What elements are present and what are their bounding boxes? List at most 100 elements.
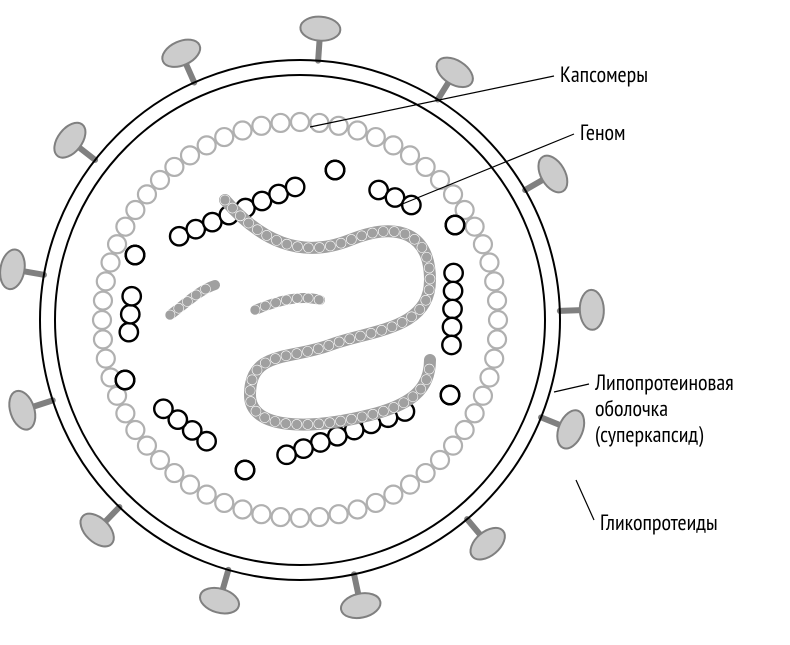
capsomer-bead xyxy=(474,387,492,405)
leader-line xyxy=(576,480,594,520)
capsid-bead xyxy=(126,246,144,264)
genome-bead xyxy=(346,234,356,244)
genome-bead xyxy=(270,354,280,364)
capsomer-bead xyxy=(485,272,503,290)
genome-bead xyxy=(227,203,237,213)
capsomer-bead xyxy=(417,158,435,176)
capsid-bead xyxy=(441,386,459,404)
capsomer-bead xyxy=(94,292,112,310)
capsomer-bead xyxy=(431,451,449,469)
label-envelope-line: Липопротеиновая xyxy=(594,369,734,397)
capsomer-bead xyxy=(367,494,385,512)
genome-bead xyxy=(415,304,425,314)
label-envelope-line: (суперкапсид) xyxy=(595,421,704,449)
capsomer-bead xyxy=(215,494,233,512)
genome-bead xyxy=(272,235,282,245)
glycoprotein-head xyxy=(197,584,242,618)
genome-bead xyxy=(368,409,378,419)
capsomer-bead xyxy=(93,311,111,329)
genome-bead xyxy=(303,419,313,429)
genome-bead xyxy=(410,234,420,244)
genome-bead xyxy=(325,418,335,428)
capsomer-bead xyxy=(97,272,115,290)
label-envelope: Липопротеиноваяоболочка(суперкапсид) xyxy=(594,369,734,449)
capsomer-bead xyxy=(401,146,419,164)
capsomer-bead xyxy=(401,476,419,494)
capsomer-bead xyxy=(116,404,134,422)
genome-bead xyxy=(400,229,410,239)
capsomer-bead xyxy=(466,404,484,422)
genome-bead xyxy=(417,242,427,252)
genome-bead xyxy=(245,386,255,396)
capsomer-bead xyxy=(198,136,216,154)
capsid-bead xyxy=(122,287,140,305)
glycoprotein-head xyxy=(158,34,204,72)
capsid-bead xyxy=(286,178,304,196)
genome-bead xyxy=(366,328,376,338)
capsomer-bead xyxy=(488,330,506,348)
capsid-bead xyxy=(326,161,344,179)
capsomer-bead xyxy=(126,201,144,219)
genome-bead xyxy=(324,340,334,350)
genome-bead xyxy=(325,241,335,251)
genome-bead xyxy=(421,375,431,385)
capsomer-bead xyxy=(138,185,156,203)
genome-bead xyxy=(357,231,367,241)
genome-bead xyxy=(260,358,270,368)
capsid-bead xyxy=(444,282,462,300)
genome-bead xyxy=(389,227,399,237)
capsomer-bead xyxy=(367,128,385,146)
capsomer-bead xyxy=(456,421,474,439)
genome-bead xyxy=(174,303,184,313)
genome-bead xyxy=(407,312,417,322)
glycoprotein-head xyxy=(48,117,92,163)
genome-bead xyxy=(303,346,313,356)
genome-bead xyxy=(399,398,409,408)
capsomer-bead xyxy=(94,330,112,348)
genome-bead xyxy=(271,298,281,308)
genome-bead xyxy=(262,230,272,240)
genome-bead xyxy=(314,295,324,305)
genome-bead xyxy=(303,293,313,303)
capsomer-bead xyxy=(198,486,216,504)
capsomer-bead xyxy=(181,476,199,494)
genome-bead xyxy=(408,392,418,402)
capsid-bead xyxy=(446,216,464,234)
genome-bead xyxy=(220,195,230,205)
genome-bead xyxy=(303,243,313,253)
label-envelope-line: оболочка xyxy=(595,395,668,423)
label-capsomers: Капсомеры xyxy=(560,61,648,89)
capsid-bead xyxy=(311,433,329,451)
capsid-bead xyxy=(328,427,346,445)
genome-bead xyxy=(336,238,346,248)
capsomer-bead xyxy=(234,500,252,518)
glycoproteins-group xyxy=(0,15,605,621)
genome-bead xyxy=(397,317,407,327)
capsomer-bead xyxy=(474,235,492,253)
capsomer-bead xyxy=(272,114,290,132)
glycoprotein-head xyxy=(579,289,604,330)
genome-bead xyxy=(252,365,262,375)
capsomer-bead xyxy=(485,350,503,368)
genome-bead xyxy=(191,290,201,300)
capsomer-bead xyxy=(252,505,270,523)
capsomer-bead xyxy=(489,311,507,329)
genome-bead xyxy=(314,419,324,429)
capsomer-bead xyxy=(480,254,498,272)
genome-bead xyxy=(313,344,323,354)
genome-bead xyxy=(378,227,388,237)
capsid-bead xyxy=(444,264,462,282)
glycoprotein-head xyxy=(5,388,40,433)
genome-bead xyxy=(336,416,346,426)
capsomer-bead xyxy=(126,421,144,439)
capsomer-bead xyxy=(310,508,328,526)
genome-bead xyxy=(252,225,262,235)
capsomer-bead xyxy=(165,158,183,176)
genome-bead xyxy=(377,325,387,335)
glycoprotein-head xyxy=(431,52,478,94)
leader-line xyxy=(310,76,554,127)
genome-bead xyxy=(292,293,302,303)
capsomer-bead xyxy=(348,122,366,140)
genome-bead xyxy=(314,243,324,253)
capsomer-bead xyxy=(181,146,199,164)
